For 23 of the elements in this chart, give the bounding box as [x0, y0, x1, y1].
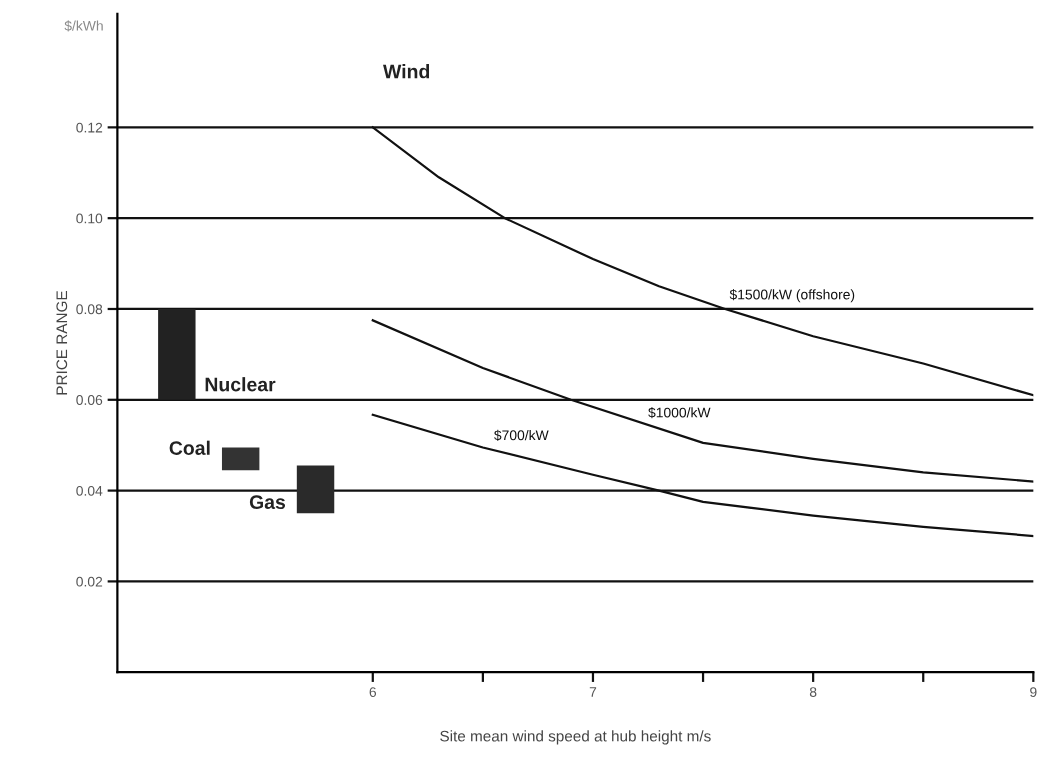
x-axis-title: Site mean wind speed at hub height m/s	[440, 730, 711, 745]
x-tick-label: 9	[1030, 687, 1037, 697]
series-label: Gas	[249, 495, 286, 509]
annotation: Wind	[383, 64, 430, 79]
series-label: $1000/kW	[648, 407, 711, 419]
y-tick-label: 0.04	[76, 485, 103, 496]
bar	[158, 308, 196, 400]
y-axis-title: PRICE RANGE	[56, 291, 68, 395]
y-tick-label: 0.10	[76, 213, 103, 224]
y-tick-label: 0.06	[76, 395, 103, 405]
x-tick-label: 7	[589, 687, 597, 697]
series-label: $1500/kW (offshore)	[729, 289, 855, 303]
text: $/kWh	[64, 20, 103, 32]
series-label: Nuclear	[205, 377, 276, 392]
y-tick-label: 0.12	[76, 122, 103, 133]
x-tick-label: 6	[369, 687, 377, 697]
bar	[296, 465, 335, 514]
bar	[221, 447, 260, 471]
y-tick-label: 0.02	[76, 576, 103, 587]
series-label: $700/kW	[494, 429, 549, 441]
y-tick-label: 0.08	[76, 304, 103, 315]
x-tick-label: 8	[809, 687, 817, 697]
series-label: Coal	[169, 440, 210, 455]
